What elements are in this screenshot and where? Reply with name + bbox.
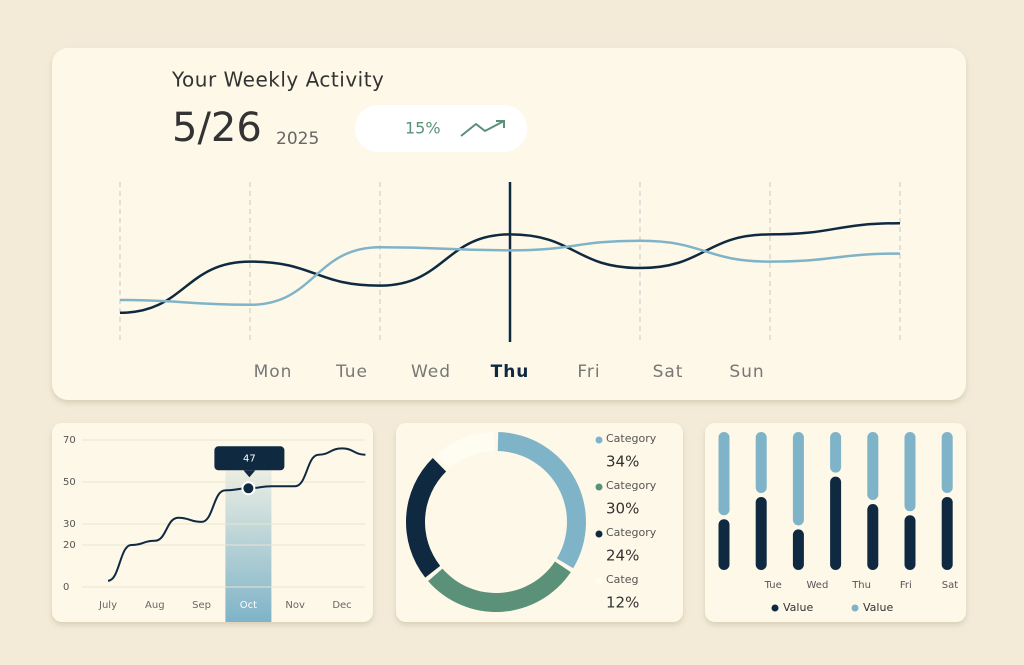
x-tick-label: July (98, 600, 117, 611)
bar-segment (904, 515, 916, 570)
value-label: 12% (606, 594, 639, 612)
legend-label: Value (783, 601, 813, 614)
bar-segment (755, 432, 767, 493)
legend-dot (595, 436, 603, 444)
bar-segment (941, 432, 953, 493)
year: 2025 (276, 129, 319, 149)
x-tick-label: Oct (240, 600, 257, 611)
bar-segment (830, 476, 842, 570)
series-line (119, 239, 901, 307)
value-label: 24% (606, 547, 639, 565)
donut-chart: Category 34% Category 30% Category 24% Categ 12… (405, 432, 657, 612)
x-tick-label: Sat (942, 580, 958, 591)
donut-segment (436, 432, 495, 470)
tooltip-value: 47 (243, 453, 256, 464)
donut-segment (405, 457, 447, 578)
x-tick-label: Thu (851, 580, 871, 591)
bar-segment (904, 432, 916, 512)
x-tick-label: Fri (900, 580, 912, 591)
card (52, 423, 373, 622)
x-tick-label: Tue (764, 580, 782, 591)
bar-segment (792, 432, 804, 526)
trend-icon (460, 120, 505, 137)
bar-segment (718, 519, 730, 570)
legend-dot (851, 604, 859, 612)
legend-dot (595, 577, 603, 585)
value-label: 34% (606, 453, 639, 471)
bar-segment (941, 496, 953, 570)
monthly-chart: 0 20 30 50 70 July Aug Sep Oct Nov Dec 47 (63, 435, 366, 622)
legend-dot (771, 604, 779, 612)
y-tick-label: 50 (63, 477, 76, 488)
change: 15% (405, 119, 441, 138)
bar-segment (830, 432, 842, 473)
x-tick-label: Tue (335, 362, 368, 382)
y-tick-label: 30 (63, 519, 76, 530)
series-line (107, 447, 366, 582)
x-tick-label: Sep (192, 600, 211, 611)
bar-segment (867, 504, 879, 570)
donut-segment (428, 561, 571, 612)
y-tick-label: 20 (63, 540, 76, 551)
weekly-chart: Mon Tue Wed Thu Fri Sat Sun (119, 182, 901, 382)
legend-label: Category (606, 526, 657, 539)
legend-dot (595, 483, 603, 491)
legend-label: Category (606, 432, 657, 445)
x-tick-label: Aug (145, 600, 165, 611)
change-pill (355, 105, 527, 152)
card (396, 423, 683, 622)
bar-segment (792, 529, 804, 570)
bar-segment (755, 496, 767, 570)
x-tick-label: Thu (491, 362, 530, 382)
x-tick-label: Sun (729, 362, 764, 382)
x-tick-label: Sat (653, 362, 684, 382)
highlight-point (241, 481, 256, 496)
bar-segment (867, 432, 879, 501)
tooltip (214, 446, 285, 471)
y-tick-label: 0 (63, 582, 69, 593)
bar-segment (718, 432, 730, 516)
bar-chart: Tue Wed Thu Fri Sat Value Value (718, 432, 958, 614)
x-tick-label: Mon (254, 362, 293, 382)
donut-segment (497, 432, 586, 569)
x-tick-label: Wed (411, 362, 451, 382)
legend-dot (595, 530, 603, 538)
x-tick-label: Wed (806, 580, 828, 591)
x-tick-label: Dec (332, 600, 351, 611)
series-line (119, 221, 901, 315)
legend-label: Value (863, 601, 893, 614)
legend-label: Categ (606, 573, 638, 586)
date: 5/26 (172, 105, 262, 151)
legend-label: Category (606, 479, 657, 492)
x-tick-label: Nov (285, 600, 305, 611)
title: Your Weekly Activity (171, 68, 384, 92)
x-tick-label: Fri (577, 362, 600, 382)
y-tick-label: 70 (63, 435, 76, 446)
tooltip-tail (243, 470, 256, 478)
value-label: 30% (606, 500, 639, 518)
